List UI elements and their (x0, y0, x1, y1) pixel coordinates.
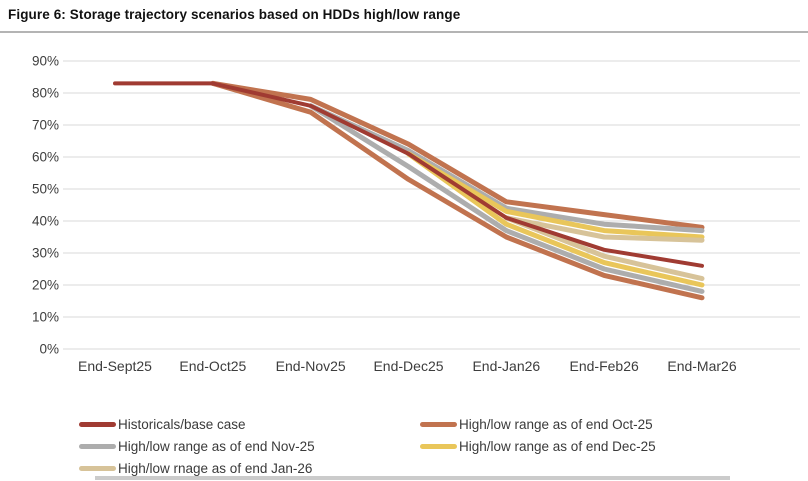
series-line-base-single (113, 81, 704, 268)
legend-item-dec-range: High/low range as of end Dec-25 (420, 438, 780, 455)
x-axis-category-label: End-Nov25 (276, 358, 346, 374)
series-line-jan-low (503, 215, 705, 282)
series-line-dec-high (406, 151, 705, 240)
bottom-page-rule (95, 476, 730, 480)
y-axis-tick-label: 50% (32, 182, 59, 197)
legend-swatch-jan-range (79, 466, 116, 471)
series-line-nov-low (308, 103, 705, 294)
legend-label-oct-range: High/low range as of end Oct-25 (459, 417, 653, 432)
legend-label-jan-range: High/low rnage as of end Jan-26 (118, 461, 313, 476)
x-axis-category-label: End-Oct25 (179, 358, 246, 374)
x-axis-category-label: End-Feb26 (570, 358, 639, 374)
series-line-oct-high (210, 80, 705, 230)
x-axis-category-label: End-Dec25 (373, 358, 443, 374)
series-line-jan-high (503, 215, 705, 243)
figure-title: Figure 6: Storage trajectory scenarios b… (8, 7, 461, 22)
legend-item-jan-range: High/low rnage as of end Jan-26 (79, 460, 420, 477)
y-axis-tick-label: 60% (32, 150, 59, 165)
legend-swatch-dec-range (420, 444, 457, 449)
series-line-dec-low (406, 151, 705, 288)
x-axis-category-label: End-Mar26 (667, 358, 736, 374)
chart-area: 0% 10% 20% 30% 40% 50% 60% 70% 80% 90% End-Sept25 E… (0, 39, 808, 396)
legend-label-nov-range: High/low range as of end Nov-25 (118, 439, 315, 454)
y-axis-tick-label: 30% (32, 246, 59, 261)
line-chart: 0% 10% 20% 30% 40% 50% 60% 70% 80% 90% End-Sept25 E… (32, 54, 800, 374)
legend-item-nov-range: High/low range as of end Nov-25 (79, 438, 420, 455)
y-axis-tick-label: 80% (32, 86, 59, 101)
legend-item-oct-range: High/low range as of end Oct-25 (420, 416, 780, 433)
legend-item-base-case: Historicals/base case (79, 416, 420, 433)
legend-label-base-case: Historicals/base case (118, 417, 246, 432)
y-axis-tick-label: 70% (32, 118, 59, 133)
legend-swatch-base-case (79, 422, 116, 427)
y-axis-tick-label: 10% (32, 310, 59, 325)
legend-label-dec-range: High/low range as of end Dec-25 (459, 439, 656, 454)
y-axis-tick-label: 0% (39, 342, 59, 357)
y-axis-tick-label: 90% (32, 54, 59, 69)
legend-swatch-oct-range (420, 422, 457, 427)
legend-swatch-nov-range (79, 444, 116, 449)
y-axis-tick-label: 40% (32, 214, 59, 229)
series-line-oct-low (210, 80, 705, 301)
title-separator (0, 31, 808, 33)
x-axis-category-label: End-Sept25 (78, 358, 152, 374)
figure-header: Figure 6: Storage trajectory scenarios b… (0, 0, 808, 26)
legend: Historicals/base case High/low range as … (0, 416, 808, 477)
y-axis-tick-label: 20% (32, 278, 59, 293)
x-axis-category-label: End-Jan26 (472, 358, 540, 374)
